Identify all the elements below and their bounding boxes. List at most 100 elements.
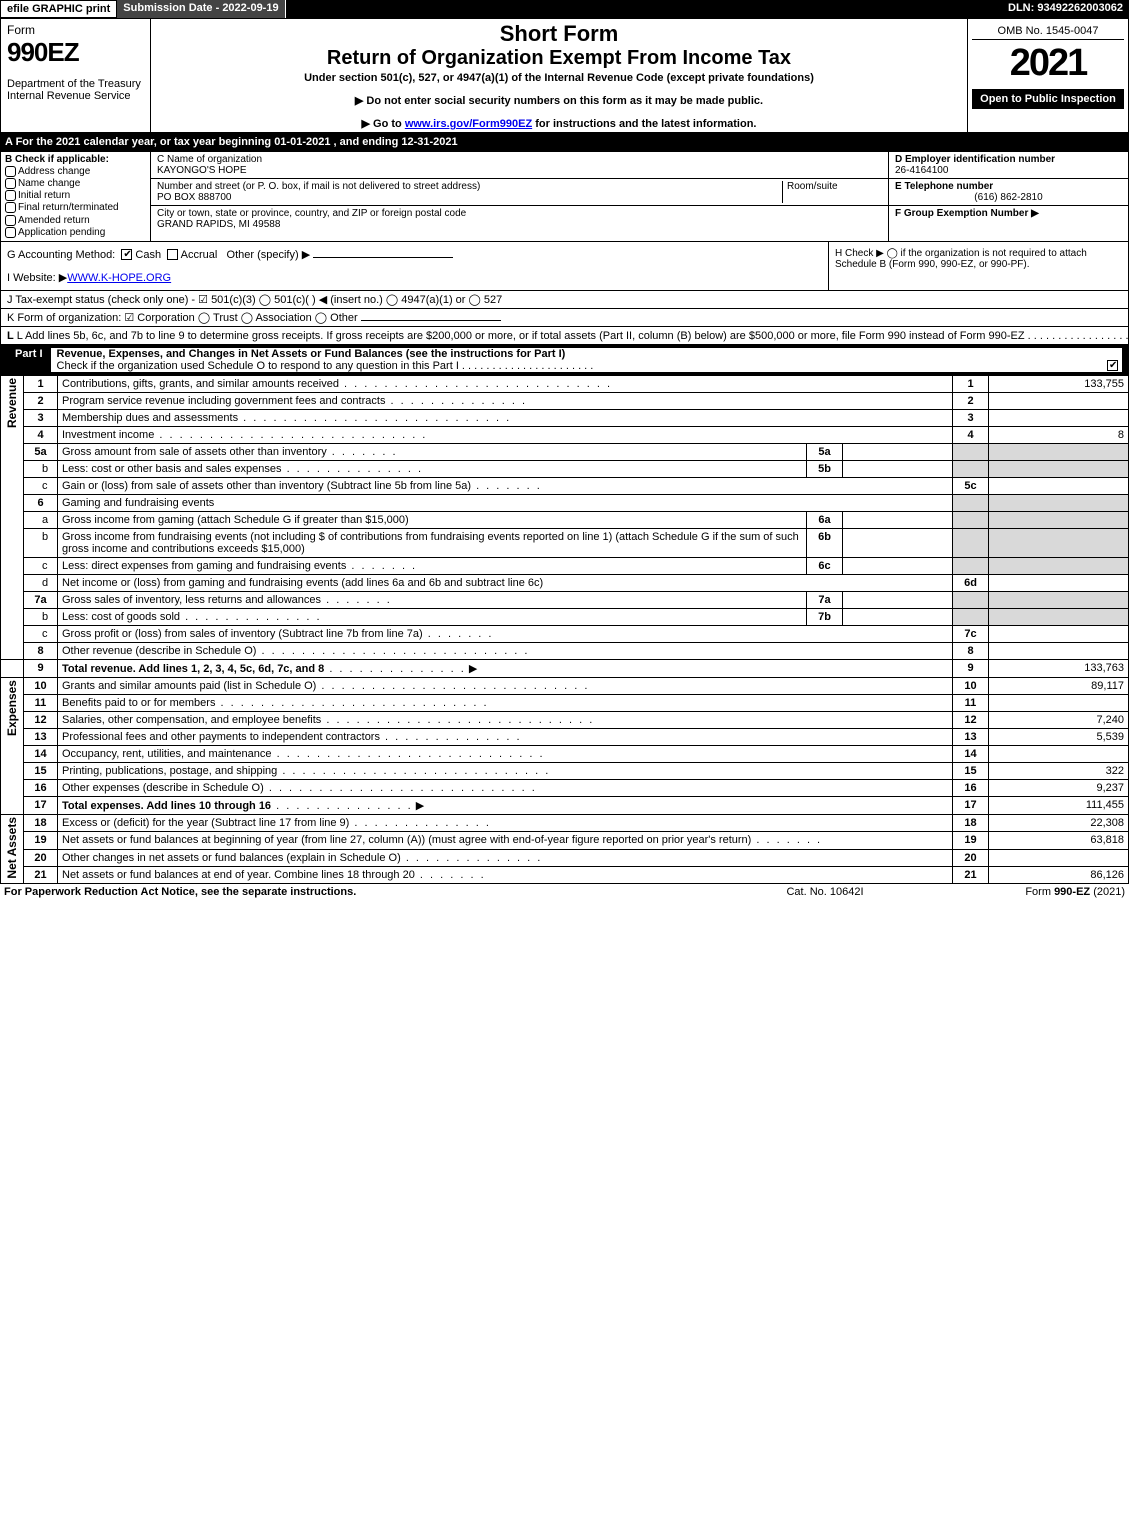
- row-num: 6: [24, 494, 58, 511]
- row-num: 13: [24, 728, 58, 745]
- row-num: 12: [24, 711, 58, 728]
- part1-label: Part I: [7, 348, 51, 372]
- c-label: C Name of organization: [157, 154, 262, 165]
- row-code: [953, 443, 989, 460]
- b-item-2: Initial return: [18, 190, 70, 201]
- row-amount: [989, 608, 1129, 625]
- no-ssn-line: ▶ Do not enter social security numbers o…: [157, 94, 961, 107]
- line-i: I Website: ▶WWW.K-HOPE.ORG: [7, 271, 822, 284]
- efile-label: efile GRAPHIC print: [0, 0, 117, 18]
- chk-address-change[interactable]: [5, 166, 16, 177]
- chk-final-return[interactable]: [5, 202, 16, 213]
- omb-number: OMB No. 1545-0047: [972, 23, 1124, 40]
- b-head: B Check if applicable:: [5, 154, 146, 165]
- row-desc: Salaries, other compensation, and employ…: [62, 714, 321, 726]
- row-amount: [989, 409, 1129, 426]
- row-num: 19: [24, 832, 58, 849]
- chk-cash[interactable]: [121, 249, 132, 260]
- row-code: [953, 557, 989, 574]
- row-code: 16: [953, 779, 989, 796]
- phone-value: (616) 862-2810: [895, 192, 1122, 203]
- chk-name-change[interactable]: [5, 178, 16, 189]
- chk-accrual[interactable]: [167, 249, 178, 260]
- row-code: 20: [953, 849, 989, 866]
- line-g: G Accounting Method: Cash Accrual Other …: [7, 248, 822, 261]
- row-code: 1: [953, 375, 989, 392]
- row-num: c: [24, 557, 58, 574]
- row-desc: Other revenue (describe in Schedule O): [62, 645, 256, 657]
- chk-initial-return[interactable]: [5, 190, 16, 201]
- row-desc: Other expenses (describe in Schedule O): [62, 782, 264, 794]
- b-item-3: Final return/terminated: [18, 203, 119, 214]
- part1-sub: Check if the organization used Schedule …: [57, 360, 459, 372]
- row-amount: [989, 528, 1129, 557]
- b-item-0: Address change: [18, 166, 90, 177]
- dln-label: DLN: 93492262003062: [1002, 0, 1129, 18]
- row-desc: Printing, publications, postage, and shi…: [62, 765, 277, 777]
- row-num: 15: [24, 762, 58, 779]
- table-row: 11 Benefits paid to or for members 11: [1, 694, 1129, 711]
- row-num: 16: [24, 779, 58, 796]
- page-footer: For Paperwork Reduction Act Notice, see …: [0, 884, 1129, 900]
- row-amount: [989, 494, 1129, 511]
- return-title: Return of Organization Exempt From Incom…: [157, 47, 961, 70]
- row-amount: [989, 625, 1129, 642]
- chk-application-pending[interactable]: [5, 227, 16, 238]
- table-row: 16 Other expenses (describe in Schedule …: [1, 779, 1129, 796]
- table-row: 12 Salaries, other compensation, and emp…: [1, 711, 1129, 728]
- row-desc: Gross profit or (loss) from sales of inv…: [62, 628, 423, 640]
- street-value: PO BOX 888700: [157, 192, 232, 203]
- row-amount: 86,126: [989, 867, 1129, 884]
- row-num: 14: [24, 745, 58, 762]
- city-value: GRAND RAPIDS, MI 49588: [157, 219, 280, 230]
- table-row: 19 Net assets or fund balances at beginn…: [1, 832, 1129, 849]
- row-code: 8: [953, 642, 989, 659]
- chk-part1-scho[interactable]: [1107, 360, 1118, 371]
- footer-center: Cat. No. 10642I: [725, 886, 925, 898]
- irs-link[interactable]: www.irs.gov/Form990EZ: [405, 118, 532, 130]
- row-num: b: [24, 460, 58, 477]
- short-form-title: Short Form: [157, 21, 961, 47]
- row-code: 10: [953, 677, 989, 694]
- b-item-1: Name change: [18, 178, 80, 189]
- part1-table: Revenue 1 Contributions, gifts, grants, …: [0, 375, 1129, 885]
- table-row: 7a Gross sales of inventory, less return…: [1, 591, 1129, 608]
- row-amount: [989, 574, 1129, 591]
- row-num: 17: [24, 796, 58, 814]
- b-item-5: Application pending: [18, 227, 105, 238]
- row-code: 15: [953, 762, 989, 779]
- row-code: 4: [953, 426, 989, 443]
- table-row: c Less: direct expenses from gaming and …: [1, 557, 1129, 574]
- row-desc: Total expenses. Add lines 10 through 16: [62, 800, 271, 812]
- row-num: a: [24, 511, 58, 528]
- row-code: [953, 608, 989, 625]
- row-desc: Less: cost of goods sold: [62, 611, 180, 623]
- header-center: Short Form Return of Organization Exempt…: [151, 19, 968, 132]
- table-row: Net Assets 18 Excess or (deficit) for th…: [1, 814, 1129, 831]
- table-row: d Net income or (loss) from gaming and f…: [1, 574, 1129, 591]
- row-desc: Less: direct expenses from gaming and fu…: [62, 560, 346, 572]
- table-row: 4 Investment income 4 8: [1, 426, 1129, 443]
- row-code: 13: [953, 728, 989, 745]
- row-gh: G Accounting Method: Cash Accrual Other …: [0, 242, 1129, 291]
- row-desc: Program service revenue including govern…: [62, 395, 385, 407]
- website-link[interactable]: WWW.K-HOPE.ORG: [67, 272, 171, 284]
- row-num: 20: [24, 849, 58, 866]
- row-amount: [989, 511, 1129, 528]
- part1-header: Part I Revenue, Expenses, and Changes in…: [0, 345, 1129, 375]
- row-code: 3: [953, 409, 989, 426]
- row-desc: Grants and similar amounts paid (list in…: [62, 680, 316, 692]
- row-amount: [989, 591, 1129, 608]
- section-b: B Check if applicable: Address change Na…: [1, 152, 151, 241]
- row-num: b: [24, 608, 58, 625]
- table-row: Revenue 1 Contributions, gifts, grants, …: [1, 375, 1129, 392]
- row-desc: Occupancy, rent, utilities, and maintena…: [62, 748, 272, 760]
- line-h: H Check ▶ ◯ if the organization is not r…: [828, 242, 1128, 290]
- goto-line: ▶ Go to www.irs.gov/Form990EZ for instru…: [157, 117, 961, 130]
- row-desc: Total revenue. Add lines 1, 2, 3, 4, 5c,…: [62, 663, 324, 675]
- under-section: Under section 501(c), 527, or 4947(a)(1)…: [157, 72, 961, 84]
- row-amount: 22,308: [989, 814, 1129, 831]
- row-code: [953, 494, 989, 511]
- inline-box-value: [843, 608, 953, 625]
- chk-amended-return[interactable]: [5, 215, 16, 226]
